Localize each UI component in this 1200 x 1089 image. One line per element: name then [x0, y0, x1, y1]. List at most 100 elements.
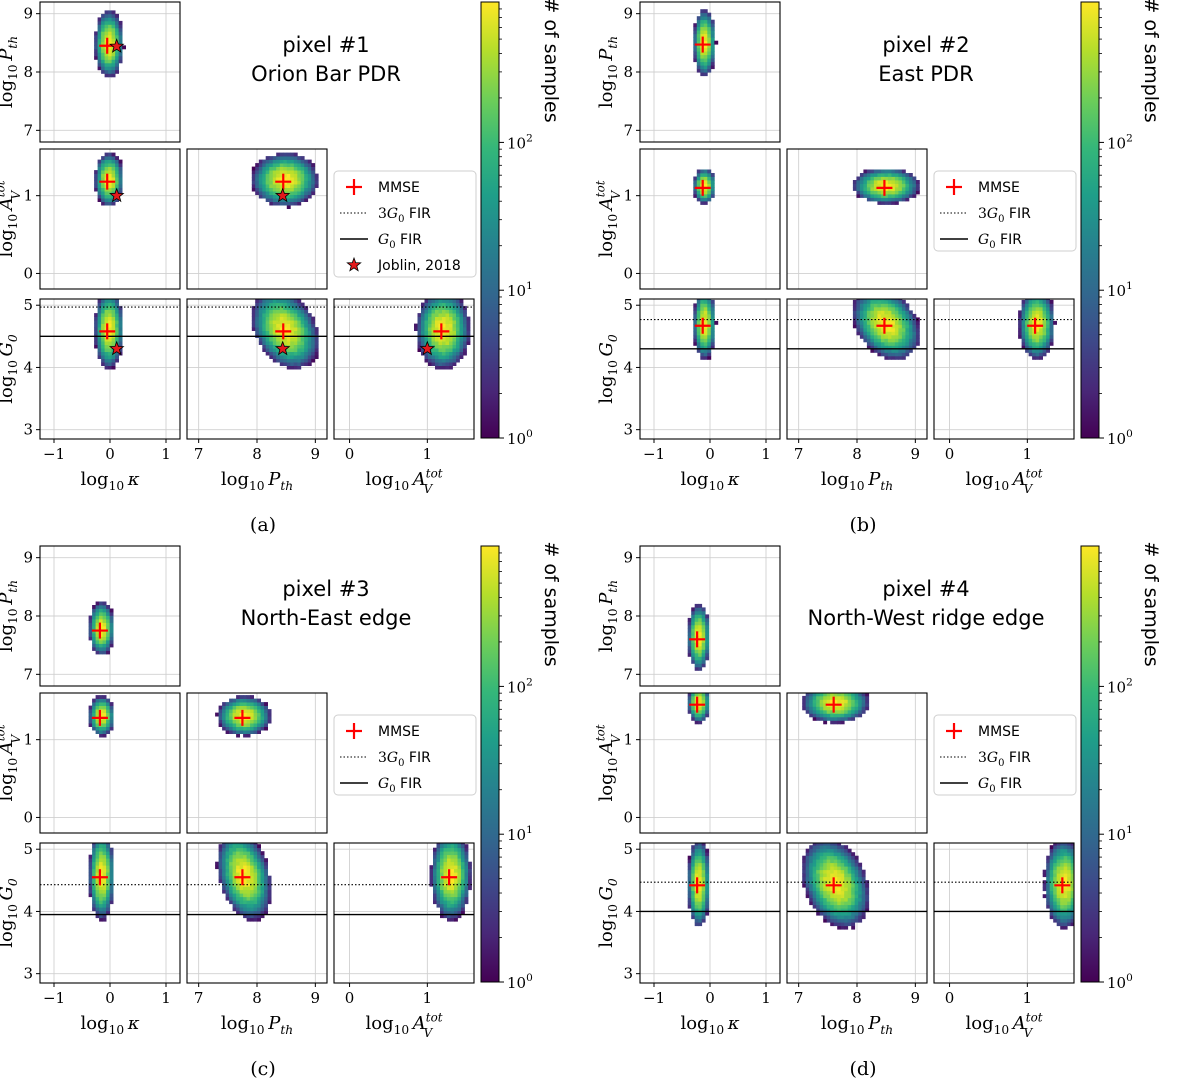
histogram-bin [819, 702, 824, 707]
histogram-bin [898, 345, 903, 350]
histogram-bin [1067, 876, 1072, 881]
histogram-bin [243, 723, 247, 727]
histogram-bin [102, 705, 107, 710]
histogram-bin [859, 303, 864, 308]
histogram-bin [435, 351, 439, 356]
histogram-bin [253, 719, 258, 724]
histogram-bin [912, 338, 917, 343]
histogram-bin [887, 334, 892, 339]
histogram-bin [852, 306, 857, 311]
histogram-bin [222, 726, 226, 731]
histogram-bin [257, 702, 261, 706]
histogram-bin [837, 866, 842, 871]
histogram-bin [694, 614, 699, 619]
histogram-bin [251, 309, 256, 314]
histogram-bin [88, 854, 93, 859]
histogram-bin [1043, 293, 1047, 297]
histogram-bin [840, 702, 845, 707]
histogram-bin [283, 292, 287, 296]
histogram-bin [92, 723, 96, 727]
histogram-bin [272, 159, 277, 164]
histogram-bin [468, 872, 472, 877]
histogram-bin [700, 299, 705, 304]
histogram-bin [852, 183, 857, 188]
histogram-bin [97, 348, 102, 352]
x-axis-label: log10 Pth [821, 469, 893, 493]
histogram-bin [884, 345, 889, 350]
histogram-bin [111, 159, 116, 164]
histogram-bin [802, 883, 807, 888]
histogram-bin [870, 331, 875, 336]
histogram-bin [106, 726, 110, 731]
histogram-bin [861, 880, 866, 885]
histogram-bin [901, 176, 906, 181]
histogram-bin [859, 299, 864, 304]
histogram-bin [243, 896, 247, 901]
histogram-bin [97, 170, 102, 174]
histogram-bin [891, 334, 896, 339]
histogram-bin [877, 331, 882, 336]
histogram-bin [847, 911, 852, 916]
histogram-bin [915, 183, 920, 188]
histogram-bin [710, 303, 715, 308]
histogram-bin [104, 69, 109, 74]
histogram-bin [700, 68, 705, 73]
histogram-bin [873, 348, 878, 353]
histogram-bin [290, 341, 295, 345]
histogram-bin [858, 695, 863, 700]
histogram-bin [450, 903, 455, 908]
histogram-bin [819, 855, 824, 860]
histogram-bin [696, 61, 701, 66]
histogram-bin [887, 299, 892, 304]
histogram-bin [99, 854, 103, 859]
histogram-bin [218, 716, 223, 720]
histogram-bin [115, 17, 119, 22]
histogram-bin [456, 323, 460, 328]
histogram-bin [461, 861, 465, 866]
y-tick-label: 3 [623, 421, 633, 439]
histogram-bin [866, 180, 871, 184]
histogram-bin [300, 191, 305, 195]
histogram-bin [837, 908, 842, 913]
histogram-bin [99, 622, 103, 627]
histogram-bin [873, 313, 878, 318]
histogram-bin [840, 699, 845, 704]
histogram-bin [443, 889, 448, 894]
histogram-bin [912, 183, 917, 188]
histogram-bin [1056, 852, 1061, 857]
histogram-bin [88, 615, 93, 620]
histogram-bin [111, 27, 116, 32]
x-axis-label: log10 Pth [221, 469, 293, 493]
histogram-bin [700, 289, 704, 293]
histogram-bin [442, 320, 446, 324]
histogram-bin [106, 868, 110, 873]
histogram-bin [106, 847, 110, 852]
histogram-bin [466, 323, 471, 328]
histogram-bin [1074, 915, 1078, 919]
histogram-bin [703, 303, 708, 308]
histogram-bin [700, 197, 705, 202]
histogram-bin [844, 852, 849, 857]
histogram-bin [867, 293, 871, 297]
histogram-bin [1028, 303, 1033, 308]
histogram-bin [239, 893, 244, 898]
histogram-bin [1053, 866, 1058, 871]
histogram-bin [269, 348, 274, 352]
histogram-bin [826, 887, 831, 892]
histogram-bin [844, 855, 849, 860]
histogram-bin [99, 709, 103, 713]
histogram-bin [106, 605, 110, 609]
histogram-bin [264, 716, 268, 720]
svg-text:log10 AtotV: log10 AtotV [0, 180, 23, 257]
histogram-bin [844, 869, 849, 874]
histogram-bin [262, 302, 267, 307]
histogram-bin [297, 159, 302, 164]
histogram-bin [698, 873, 703, 878]
histogram-bin [823, 699, 828, 704]
histogram-bin [844, 845, 849, 850]
histogram-bin [311, 355, 316, 359]
histogram-bin [915, 320, 920, 325]
histogram-bin [94, 52, 98, 57]
histogram-bin [1035, 313, 1040, 318]
